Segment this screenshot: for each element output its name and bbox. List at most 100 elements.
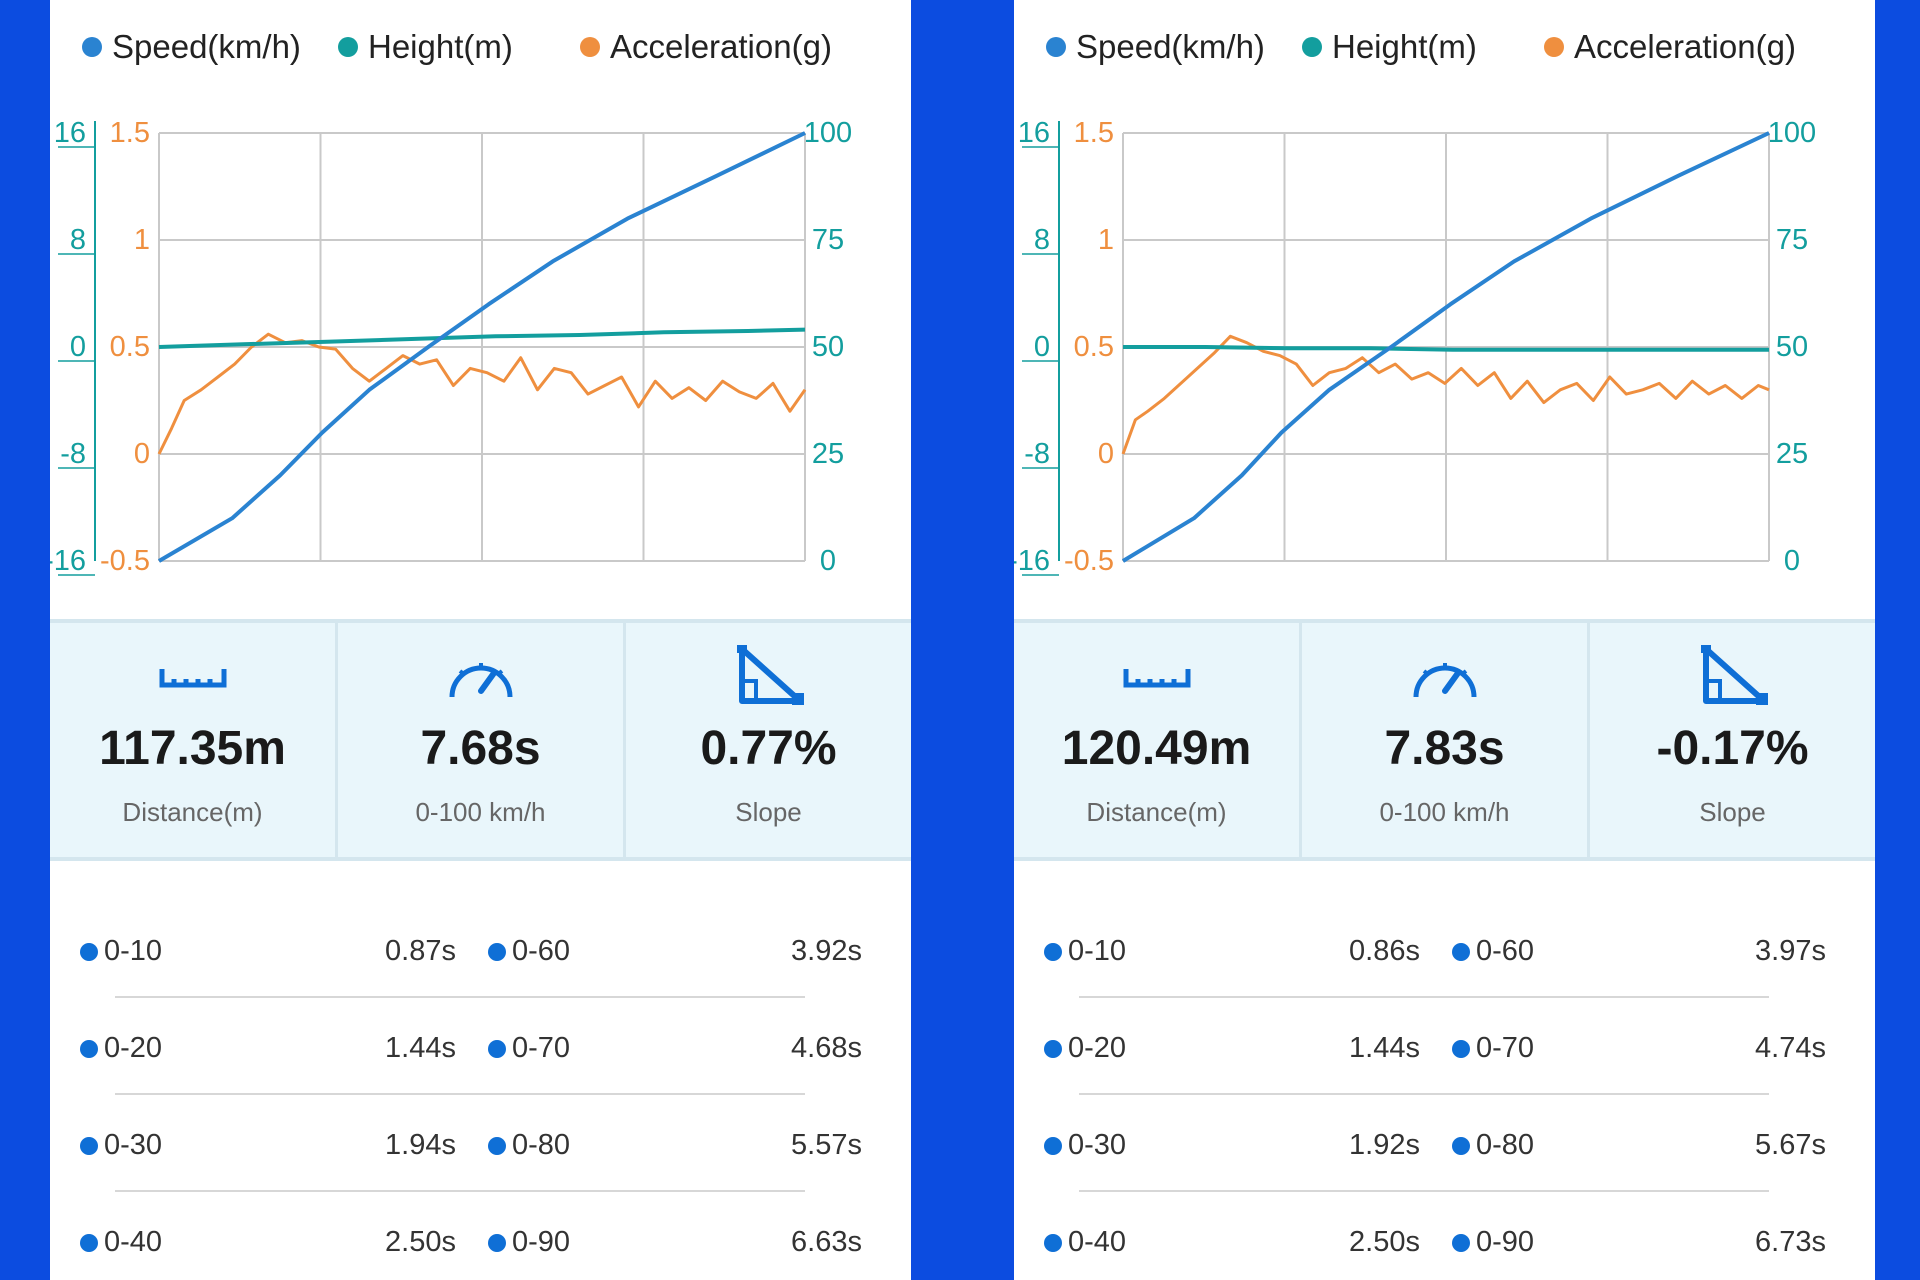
acceleration-line bbox=[157, 332, 807, 455]
legend-height-label: Height(m) bbox=[1332, 28, 1477, 65]
height-tick-label: 8 bbox=[70, 224, 86, 256]
split-row: 0-10 0.87s 0-60 3.92s bbox=[50, 900, 911, 998]
bullet-icon bbox=[1044, 1233, 1062, 1252]
result-panel-right: Speed(km/h) Height(m) Acceleration(g) 16… bbox=[1014, 0, 1875, 1280]
ruler-icon bbox=[159, 669, 226, 688]
stat-slope: -0.17% Slope bbox=[1590, 623, 1875, 857]
split-label: 0-80 bbox=[1452, 1129, 1534, 1162]
acceleration-chart[interactable]: 16 8 0 -8 -16 1.5 1 0.5 0 -0.5 100 75 50 25 0 bbox=[50, 96, 911, 586]
distance-caption: Distance(m) bbox=[122, 797, 263, 827]
stat-distance: 120.49m Distance(m) bbox=[1014, 623, 1302, 857]
split-row: 0-40 2.50s 0-90 6.63s bbox=[50, 1191, 911, 1280]
bullet-icon bbox=[1452, 1233, 1470, 1252]
split-label: 0-20 bbox=[1044, 1032, 1126, 1065]
speedometer-icon bbox=[1413, 663, 1476, 698]
bullet-icon bbox=[80, 1136, 98, 1155]
speed-tick-label: 0 bbox=[820, 545, 836, 577]
speedometer-icon bbox=[449, 663, 512, 698]
split-label: 0-60 bbox=[1452, 935, 1534, 968]
result-panel-left: Speed(km/h) Height(m) Acceleration(g) 16… bbox=[50, 0, 911, 1280]
speed-tick-label: 25 bbox=[1776, 438, 1808, 470]
slope-value: -0.17% bbox=[1656, 722, 1809, 775]
split-time: 0.87s bbox=[385, 935, 456, 967]
height-dot-icon bbox=[1302, 37, 1322, 57]
bullet-icon bbox=[80, 1233, 98, 1252]
split-time: 5.67s bbox=[1755, 1129, 1826, 1161]
height-dot-icon bbox=[338, 37, 358, 57]
chart-grid bbox=[1122, 132, 1770, 562]
split-label: 0-30 bbox=[1044, 1129, 1126, 1162]
acceleration-tick-label: 1.5 bbox=[110, 117, 150, 149]
height-tick-label: 0 bbox=[70, 331, 86, 363]
bullet-icon bbox=[80, 942, 98, 961]
height-line bbox=[158, 327, 806, 349]
split-time: 3.97s bbox=[1755, 935, 1826, 967]
legend-speed[interactable]: Speed(km/h) bbox=[1046, 28, 1265, 66]
split-time: 1.44s bbox=[1349, 1032, 1420, 1064]
bullet-icon bbox=[1452, 1039, 1470, 1058]
bullet-icon bbox=[488, 1233, 506, 1252]
split-time: 1.44s bbox=[385, 1032, 456, 1064]
speed-dot-icon bbox=[82, 37, 102, 57]
legend-speed-label: Speed(km/h) bbox=[1076, 28, 1265, 65]
acceleration-tick-label: 1 bbox=[1098, 224, 1114, 256]
time-value: 7.68s bbox=[420, 722, 541, 775]
legend-acceleration[interactable]: Acceleration(g) bbox=[1544, 28, 1796, 66]
slope-caption: Slope bbox=[735, 797, 802, 827]
split-time: 1.94s bbox=[385, 1129, 456, 1161]
slope-icon bbox=[1700, 645, 1768, 705]
ruler-icon bbox=[1123, 669, 1190, 688]
bullet-icon bbox=[488, 1136, 506, 1155]
acceleration-tick-label: 1.5 bbox=[1074, 117, 1114, 149]
acceleration-tick-label: 0.5 bbox=[1074, 331, 1114, 363]
stat-time: 7.68s 0-100 km/h bbox=[338, 623, 626, 857]
split-row: 0-20 1.44s 0-70 4.74s bbox=[1014, 997, 1875, 1095]
split-label: 0-10 bbox=[80, 935, 162, 968]
slope-icon bbox=[736, 645, 804, 705]
acceleration-dot-icon bbox=[1544, 37, 1564, 57]
bullet-icon bbox=[1452, 942, 1470, 961]
time-value: 7.83s bbox=[1384, 722, 1505, 775]
legend-height-label: Height(m) bbox=[368, 28, 513, 65]
chart-legend: Speed(km/h) Height(m) Acceleration(g) bbox=[1014, 28, 1875, 74]
distance-caption: Distance(m) bbox=[1086, 797, 1227, 827]
split-label: 0-70 bbox=[1452, 1032, 1534, 1065]
split-label: 0-60 bbox=[488, 935, 570, 968]
time-caption: 0-100 km/h bbox=[415, 797, 546, 827]
speed-tick-label: 75 bbox=[812, 224, 844, 256]
legend-height[interactable]: Height(m) bbox=[1302, 28, 1477, 66]
acceleration-tick-label: 1 bbox=[134, 224, 150, 256]
split-label: 0-40 bbox=[1044, 1226, 1126, 1259]
speed-line bbox=[157, 131, 806, 563]
bullet-icon bbox=[488, 942, 506, 961]
legend-acceleration[interactable]: Acceleration(g) bbox=[580, 28, 832, 66]
split-time: 2.50s bbox=[385, 1226, 456, 1258]
distance-value: 120.49m bbox=[1061, 722, 1252, 775]
chart-grid bbox=[158, 132, 806, 562]
bullet-icon bbox=[1044, 1039, 1062, 1058]
acceleration-line bbox=[1121, 334, 1770, 455]
legend-acceleration-label: Acceleration(g) bbox=[610, 28, 832, 65]
height-tick-label: -16 bbox=[50, 545, 86, 577]
speed-tick-label: 0 bbox=[1784, 545, 1800, 577]
split-time: 4.68s bbox=[791, 1032, 862, 1064]
speed-tick-label: 50 bbox=[812, 331, 844, 363]
legend-height[interactable]: Height(m) bbox=[338, 28, 513, 66]
stat-slope: 0.77% Slope bbox=[626, 623, 911, 857]
split-times: 0-10 0.86s 0-60 3.97s 0-20 1.44s 0-70 4.… bbox=[1014, 900, 1875, 1280]
split-label: 0-80 bbox=[488, 1129, 570, 1162]
bullet-icon bbox=[80, 1039, 98, 1058]
row-divider bbox=[115, 996, 805, 998]
slope-caption: Slope bbox=[1699, 797, 1766, 827]
summary-stats: 120.49m Distance(m) 7.83s 0-100 km/h -0.… bbox=[1014, 619, 1875, 861]
acceleration-chart[interactable]: 16 8 0 -8 -16 1.5 1 0.5 0 -0.5 100 75 50 25 0 bbox=[1014, 96, 1875, 586]
legend-speed[interactable]: Speed(km/h) bbox=[82, 28, 301, 66]
split-time: 4.74s bbox=[1755, 1032, 1826, 1064]
split-time: 1.92s bbox=[1349, 1129, 1420, 1161]
legend-speed-label: Speed(km/h) bbox=[112, 28, 301, 65]
bullet-icon bbox=[1044, 942, 1062, 961]
height-tick-label: -8 bbox=[1024, 438, 1050, 470]
height-tick-label: 16 bbox=[54, 117, 86, 149]
split-time: 2.50s bbox=[1349, 1226, 1420, 1258]
height-tick-label: 16 bbox=[1018, 117, 1050, 149]
